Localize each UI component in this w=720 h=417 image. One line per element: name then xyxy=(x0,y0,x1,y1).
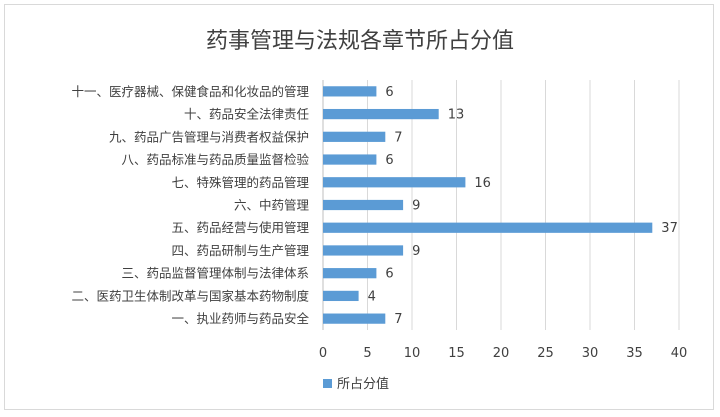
data-label: 4 xyxy=(368,289,376,304)
data-label: 9 xyxy=(412,199,420,214)
category-label: 九、药品广告管理与消费者权益保护 xyxy=(109,129,309,144)
bar xyxy=(323,199,404,211)
bar xyxy=(323,86,377,97)
category-label: 四、药品研制与生产管理 xyxy=(171,243,309,258)
x-axis-ticks: 0 5 10 15 20 25 30 35 40 xyxy=(319,346,687,361)
category-label: 八、药品标准与药品质量监督检验 xyxy=(121,152,309,167)
bar xyxy=(323,131,386,142)
x-tick-label: 35 xyxy=(626,346,643,361)
data-label: 6 xyxy=(385,267,393,282)
x-tick-label: 40 xyxy=(671,346,688,361)
category-labels: 十一、医疗器械、保健食品和化妆品的管理十、药品安全法律责任九、药品广告管理与消费… xyxy=(71,84,309,326)
x-tick-label: 0 xyxy=(319,346,327,361)
category-label: 三、药品监督管理体制与法律体系 xyxy=(121,266,309,281)
bar xyxy=(323,154,377,165)
x-tick-label: 5 xyxy=(363,346,371,361)
bar xyxy=(323,313,386,324)
bar xyxy=(323,245,404,256)
bar xyxy=(323,268,377,279)
data-label: 37 xyxy=(661,221,678,236)
data-label: 7 xyxy=(394,312,402,327)
category-label: 十一、医疗器械、保健食品和化妆品的管理 xyxy=(71,84,309,99)
data-label: 16 xyxy=(474,176,491,191)
chart-title: 药事管理与法规各章节所占分值 xyxy=(206,29,514,54)
legend-label: 所占分值 xyxy=(337,376,389,392)
bar xyxy=(323,108,439,120)
bars xyxy=(323,86,653,324)
bar xyxy=(323,222,653,233)
category-label: 七、特殊管理的药品管理 xyxy=(171,175,309,190)
category-label: 一、执业药师与药品安全 xyxy=(171,311,309,326)
x-tick-label: 20 xyxy=(493,346,510,361)
data-label: 7 xyxy=(394,130,402,145)
legend: 所占分值 xyxy=(323,376,389,392)
data-label: 9 xyxy=(412,244,420,259)
data-label: 6 xyxy=(385,85,393,100)
category-label: 十、药品安全法律责任 xyxy=(184,107,309,122)
category-label: 二、医药卫生体制改革与国家基本药物制度 xyxy=(71,288,309,303)
bar xyxy=(323,177,466,188)
x-tick-label: 25 xyxy=(537,346,554,361)
x-tick-label: 10 xyxy=(404,346,421,361)
x-tick-label: 15 xyxy=(448,346,465,361)
data-label: 13 xyxy=(448,108,465,123)
bar xyxy=(323,290,359,302)
category-label: 六、中药管理 xyxy=(234,198,310,213)
legend-swatch xyxy=(323,379,332,388)
data-label: 6 xyxy=(385,153,393,168)
x-tick-label: 30 xyxy=(582,346,599,361)
category-label: 五、药品经营与使用管理 xyxy=(171,220,309,235)
